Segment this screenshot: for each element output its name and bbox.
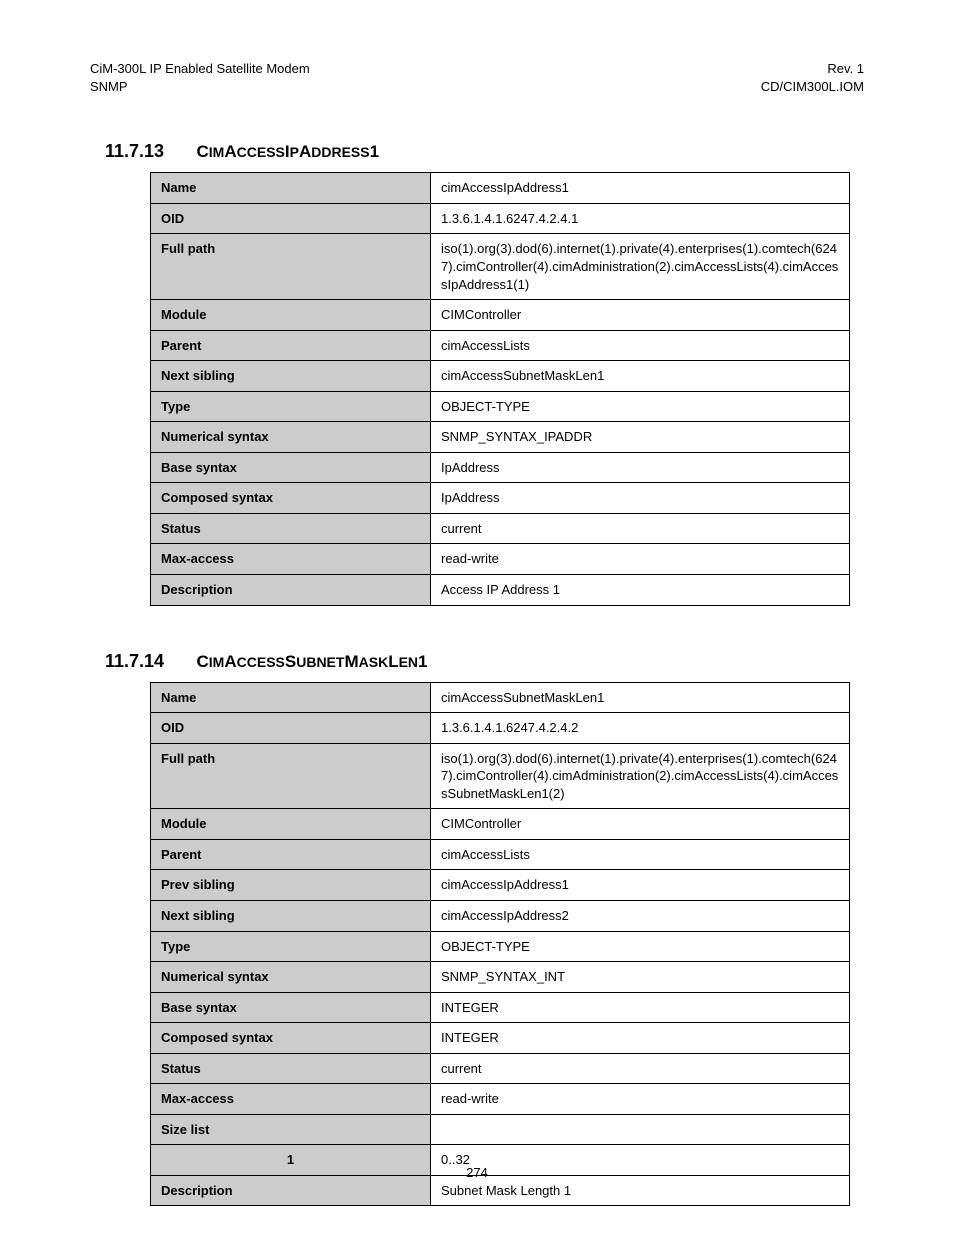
row-value: cimAccessLists bbox=[431, 330, 850, 361]
page-number: 274 bbox=[0, 1165, 954, 1180]
row-label: Composed syntax bbox=[151, 1023, 431, 1054]
section-number-1: 11.7.13 bbox=[105, 141, 164, 161]
row-value: read-write bbox=[431, 544, 850, 575]
row-label: Max-access bbox=[151, 544, 431, 575]
row-value: 1.3.6.1.4.1.6247.4.2.4.1 bbox=[431, 203, 850, 234]
header-product: CiM-300L IP Enabled Satellite Modem bbox=[90, 60, 310, 78]
row-value: current bbox=[431, 1053, 850, 1084]
table-row: Next siblingcimAccessSubnetMaskLen1 bbox=[151, 361, 850, 392]
row-label: Type bbox=[151, 931, 431, 962]
row-label: Status bbox=[151, 513, 431, 544]
row-value: SNMP_SYNTAX_IPADDR bbox=[431, 422, 850, 453]
page-header: CiM-300L IP Enabled Satellite Modem SNMP… bbox=[90, 60, 864, 96]
row-label: Parent bbox=[151, 839, 431, 870]
row-value: cimAccessSubnetMaskLen1 bbox=[431, 361, 850, 392]
header-revision: Rev. 1 bbox=[761, 60, 864, 78]
header-docid: CD/CIM300L.IOM bbox=[761, 78, 864, 96]
table-row: Full pathiso(1).org(3).dod(6).internet(1… bbox=[151, 234, 850, 300]
row-label: Numerical syntax bbox=[151, 422, 431, 453]
row-value: 1.3.6.1.4.1.6247.4.2.4.2 bbox=[431, 713, 850, 744]
table-row: Composed syntaxINTEGER bbox=[151, 1023, 850, 1054]
header-left: CiM-300L IP Enabled Satellite Modem SNMP bbox=[90, 60, 310, 96]
row-label: Full path bbox=[151, 234, 431, 300]
row-label: Full path bbox=[151, 743, 431, 809]
row-label: Status bbox=[151, 1053, 431, 1084]
table-row: OID1.3.6.1.4.1.6247.4.2.4.1 bbox=[151, 203, 850, 234]
table-row: Next siblingcimAccessIpAddress2 bbox=[151, 900, 850, 931]
table-row: Prev siblingcimAccessIpAddress1 bbox=[151, 870, 850, 901]
row-value: cimAccessIpAddress2 bbox=[431, 900, 850, 931]
row-value: iso(1).org(3).dod(6).internet(1).private… bbox=[431, 743, 850, 809]
row-label: Name bbox=[151, 173, 431, 204]
table-row: Numerical syntaxSNMP_SYNTAX_INT bbox=[151, 962, 850, 993]
page-container: CiM-300L IP Enabled Satellite Modem SNMP… bbox=[0, 0, 954, 1206]
section-number-2: 11.7.14 bbox=[105, 651, 164, 671]
row-value: iso(1).org(3).dod(6).internet(1).private… bbox=[431, 234, 850, 300]
table-row: ParentcimAccessLists bbox=[151, 330, 850, 361]
row-label: Base syntax bbox=[151, 992, 431, 1023]
spec-table-2: NamecimAccessSubnetMaskLen1OID1.3.6.1.4.… bbox=[150, 682, 850, 1207]
row-label: Next sibling bbox=[151, 361, 431, 392]
header-topic: SNMP bbox=[90, 78, 310, 96]
section-title-2: CIMACCESSSUBNETMASKLEN1 bbox=[197, 652, 428, 671]
row-value: current bbox=[431, 513, 850, 544]
row-value: INTEGER bbox=[431, 992, 850, 1023]
row-value: OBJECT-TYPE bbox=[431, 391, 850, 422]
row-value: cimAccessIpAddress1 bbox=[431, 870, 850, 901]
table-row: Size list bbox=[151, 1114, 850, 1145]
table-row: Max-accessread-write bbox=[151, 544, 850, 575]
table-row: ModuleCIMController bbox=[151, 300, 850, 331]
table-row: NamecimAccessIpAddress1 bbox=[151, 173, 850, 204]
table-row: Full pathiso(1).org(3).dod(6).internet(1… bbox=[151, 743, 850, 809]
section-title-1: CIMACCESSIPADDRESS1 bbox=[197, 142, 380, 161]
table-row: Statuscurrent bbox=[151, 1053, 850, 1084]
table-row: Max-accessread-write bbox=[151, 1084, 850, 1115]
section-heading-1: 11.7.13 CIMACCESSIPADDRESS1 bbox=[105, 141, 864, 162]
row-label: OID bbox=[151, 203, 431, 234]
row-label: Numerical syntax bbox=[151, 962, 431, 993]
row-label: Name bbox=[151, 682, 431, 713]
table-row: Base syntaxIpAddress bbox=[151, 452, 850, 483]
table-row: Statuscurrent bbox=[151, 513, 850, 544]
row-value: CIMController bbox=[431, 809, 850, 840]
row-label: Type bbox=[151, 391, 431, 422]
row-label: Prev sibling bbox=[151, 870, 431, 901]
row-value: read-write bbox=[431, 1084, 850, 1115]
row-label: Next sibling bbox=[151, 900, 431, 931]
row-label: Base syntax bbox=[151, 452, 431, 483]
row-label: Composed syntax bbox=[151, 483, 431, 514]
row-value: cimAccessIpAddress1 bbox=[431, 173, 850, 204]
table-row: NamecimAccessSubnetMaskLen1 bbox=[151, 682, 850, 713]
row-label: Parent bbox=[151, 330, 431, 361]
table-row: Base syntaxINTEGER bbox=[151, 992, 850, 1023]
row-value: CIMController bbox=[431, 300, 850, 331]
table-row: ModuleCIMController bbox=[151, 809, 850, 840]
table-row: OID1.3.6.1.4.1.6247.4.2.4.2 bbox=[151, 713, 850, 744]
row-label: Max-access bbox=[151, 1084, 431, 1115]
row-label: OID bbox=[151, 713, 431, 744]
table-row: Composed syntaxIpAddress bbox=[151, 483, 850, 514]
spec-table-1: NamecimAccessIpAddress1OID1.3.6.1.4.1.62… bbox=[150, 172, 850, 605]
row-label: Module bbox=[151, 809, 431, 840]
row-value: SNMP_SYNTAX_INT bbox=[431, 962, 850, 993]
row-value bbox=[431, 1114, 850, 1145]
row-label: Size list bbox=[151, 1114, 431, 1145]
table-row: ParentcimAccessLists bbox=[151, 839, 850, 870]
row-value: IpAddress bbox=[431, 452, 850, 483]
table-row: TypeOBJECT-TYPE bbox=[151, 931, 850, 962]
row-label: Module bbox=[151, 300, 431, 331]
header-right: Rev. 1 CD/CIM300L.IOM bbox=[761, 60, 864, 96]
row-value: OBJECT-TYPE bbox=[431, 931, 850, 962]
row-label: Description bbox=[151, 575, 431, 606]
row-value: cimAccessLists bbox=[431, 839, 850, 870]
row-value: Access IP Address 1 bbox=[431, 575, 850, 606]
table-row: DescriptionAccess IP Address 1 bbox=[151, 575, 850, 606]
table-row: TypeOBJECT-TYPE bbox=[151, 391, 850, 422]
table-row: Numerical syntaxSNMP_SYNTAX_IPADDR bbox=[151, 422, 850, 453]
row-value: IpAddress bbox=[431, 483, 850, 514]
row-value: cimAccessSubnetMaskLen1 bbox=[431, 682, 850, 713]
row-value: INTEGER bbox=[431, 1023, 850, 1054]
section-heading-2: 11.7.14 CIMACCESSSUBNETMASKLEN1 bbox=[105, 651, 864, 672]
